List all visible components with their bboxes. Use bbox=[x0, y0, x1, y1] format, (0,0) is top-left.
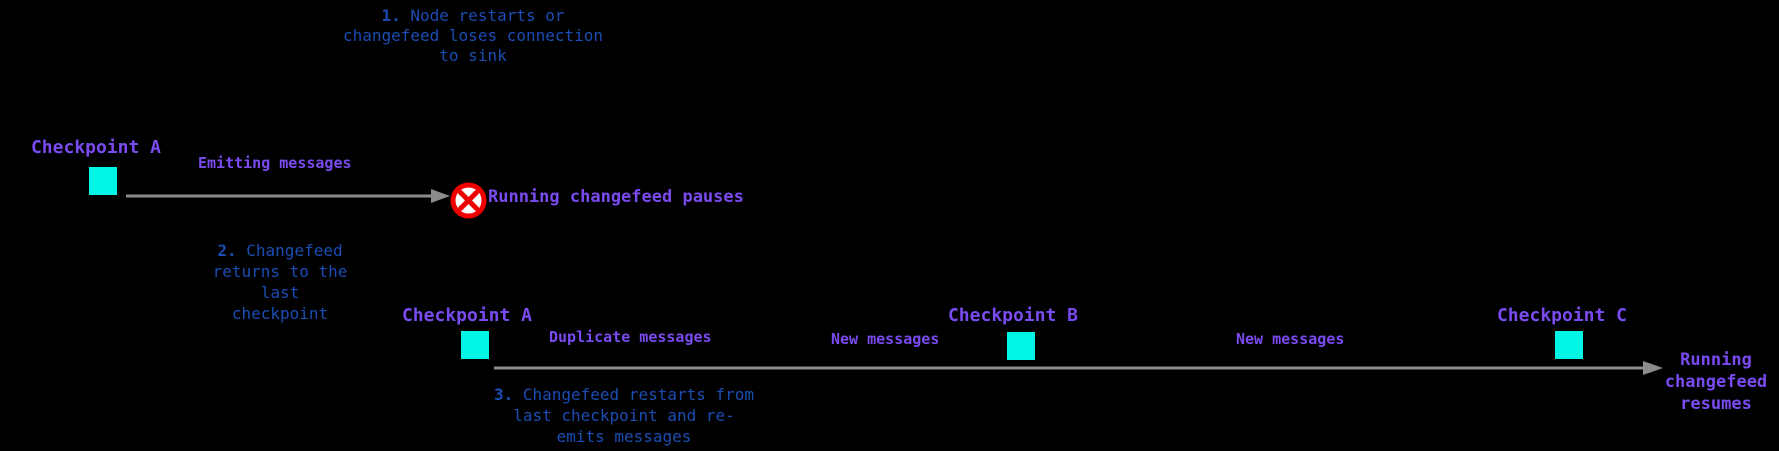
step3-note: 3. Changefeed restarts from last checkpo… bbox=[474, 384, 774, 447]
step2-text: Changefeed returns to the last checkpoin… bbox=[212, 241, 348, 323]
checkpoint-marker-b bbox=[1007, 332, 1035, 360]
step2-number: 2. bbox=[217, 241, 237, 260]
running-changefeed-pauses-label: Running changefeed pauses bbox=[488, 187, 744, 207]
running-changefeed-resumes-label: Running changefeed resumes bbox=[1664, 350, 1768, 414]
timeline-arrow-1 bbox=[126, 189, 450, 203]
step1-number: 1. bbox=[381, 6, 401, 25]
checkpoint-marker-a2 bbox=[461, 331, 489, 359]
step1-text: Node restarts or changefeed loses connec… bbox=[342, 6, 604, 65]
circle-x-icon bbox=[450, 182, 487, 219]
step2-note: 2. Changefeed returns to the last checkp… bbox=[160, 240, 400, 324]
checkpoint-c-label: Checkpoint C bbox=[1496, 305, 1628, 326]
timeline-arrow-2 bbox=[494, 361, 1663, 375]
arrowhead-icon bbox=[1643, 361, 1663, 375]
step3-number: 3. bbox=[493, 385, 514, 404]
emitting-messages-label: Emitting messages bbox=[198, 154, 352, 172]
new-messages-label-1: New messages bbox=[831, 330, 940, 348]
step1-note: 1. Node restarts or changefeed loses con… bbox=[313, 6, 633, 66]
checkpoint-a-label-2: Checkpoint A bbox=[401, 305, 533, 326]
checkpoint-b-label: Checkpoint B bbox=[947, 305, 1079, 326]
checkpoint-marker-a1 bbox=[89, 167, 117, 195]
checkpoint-marker-c bbox=[1555, 331, 1583, 359]
checkpoint-a-label-1: Checkpoint A bbox=[30, 137, 162, 158]
arrowhead-icon bbox=[431, 189, 450, 203]
duplicate-messages-label: Duplicate messages bbox=[549, 328, 712, 346]
step3-text: Changefeed restarts from last checkpoint… bbox=[513, 385, 755, 446]
new-messages-label-2: New messages bbox=[1236, 330, 1345, 348]
